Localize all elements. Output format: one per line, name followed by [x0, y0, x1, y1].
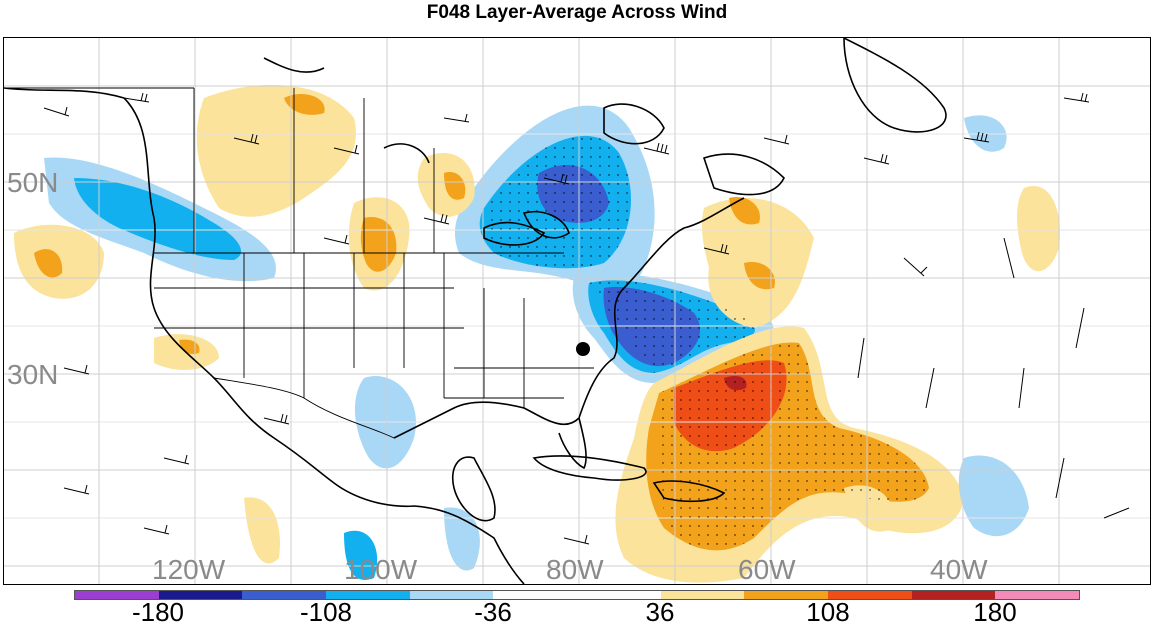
colorbar-segment: [660, 591, 745, 599]
colorbar: [74, 590, 1080, 600]
lat-label-30n: 30N: [7, 359, 59, 390]
coastlines: [4, 38, 947, 584]
map-title: F048 Layer-Average Across Wind: [426, 2, 728, 23]
lon-label-40w: 40W: [930, 554, 988, 585]
colorbar-tick-label: -180: [131, 597, 185, 627]
colorbar-segment: [744, 591, 829, 599]
map-panel[interactable]: 50N 30N 120W 100W 80W 60W 40W: [3, 37, 1151, 585]
location-marker[interactable]: [576, 342, 590, 356]
lon-label-60w: 60W: [738, 554, 796, 585]
colorbar-segment: [828, 591, 912, 599]
colorbar-segment: [242, 591, 327, 599]
colorbar-segment: [995, 591, 1080, 599]
political-borders: [4, 87, 594, 439]
colorbar-segment: [911, 591, 996, 599]
colorbar-segment: [158, 591, 243, 599]
colorbar-tick-label: -108: [299, 597, 353, 627]
colorbar-tick-label: 108: [806, 597, 850, 627]
colorbar-tick-label: 180: [973, 597, 1017, 627]
colorbar-segment: [409, 591, 494, 599]
lon-label-100w: 100W: [344, 554, 418, 585]
lat-label-50n: 50N: [7, 167, 59, 198]
lon-label-80w: 80W: [546, 554, 604, 585]
map-svg: [4, 38, 1150, 584]
colorbar-segment: [326, 591, 410, 599]
colorbar-tick-label: 36: [645, 597, 675, 627]
colorbar-tick-label: -36: [474, 597, 512, 627]
graticule: [4, 38, 1150, 584]
colorbar-segment: [493, 591, 578, 599]
wind-barbs: [43, 92, 1130, 545]
colorbar-segment: [577, 591, 661, 599]
shading-layer: [14, 84, 1060, 583]
colorbar-segment: [75, 591, 159, 599]
lon-label-120w: 120W: [152, 554, 226, 585]
